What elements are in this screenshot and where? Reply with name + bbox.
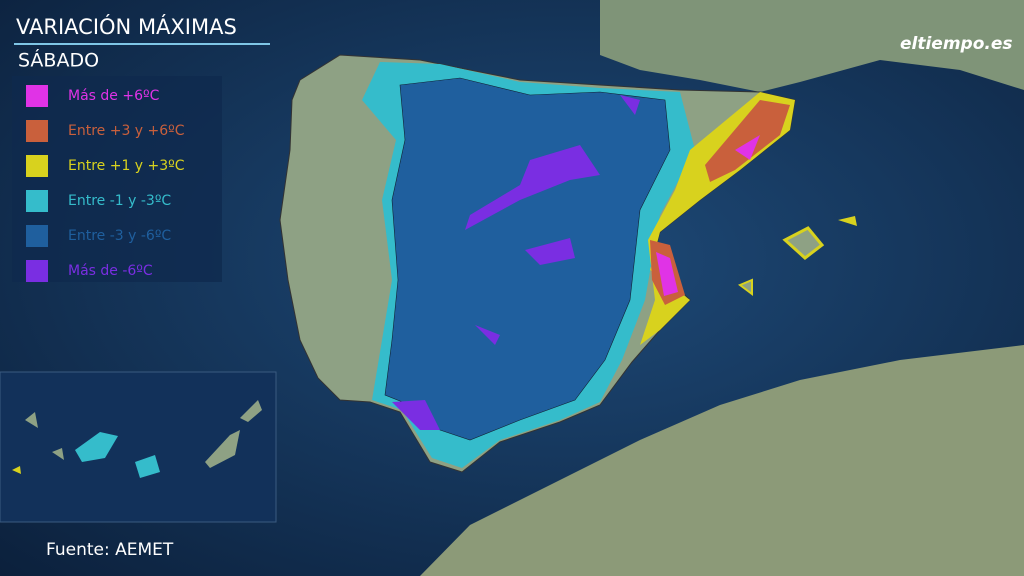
island	[782, 226, 825, 260]
legend-label: Entre -3 y -6ºC	[68, 228, 171, 244]
area-purple	[392, 400, 440, 430]
area-magenta	[735, 135, 760, 160]
legend-swatch	[26, 260, 48, 282]
island	[838, 216, 857, 226]
area-purple	[465, 145, 600, 230]
island	[738, 278, 753, 296]
area-blue	[384, 77, 671, 441]
title: VARIACIÓN MÁXIMAS	[16, 14, 237, 39]
legend-label: Entre +3 y +6ºC	[68, 123, 185, 139]
area-purple	[475, 325, 500, 345]
island	[240, 400, 262, 422]
island	[12, 466, 21, 474]
legend-swatch	[26, 155, 48, 177]
area-purple	[525, 238, 575, 265]
land	[600, 0, 1024, 92]
island	[25, 412, 38, 428]
legend-label: Entre +1 y +3ºC	[68, 158, 185, 174]
subtitle: SÁBADO	[18, 49, 99, 72]
legend: Más de +6ºC Entre +3 y +6ºC Entre +1 y +3º…	[26, 85, 185, 282]
island	[135, 455, 160, 478]
canary-inset	[0, 371, 277, 523]
area-yellow	[640, 92, 795, 345]
legend-box	[12, 76, 222, 282]
area-magenta	[656, 252, 678, 296]
source: Fuente: AEMET	[46, 540, 174, 560]
legend-swatch	[26, 85, 48, 107]
legend-swatch	[26, 225, 48, 247]
legend-label: Entre -1 y -3ºC	[68, 193, 171, 209]
legend-swatch	[26, 190, 48, 212]
legend-label: Más de +6ºC	[68, 88, 160, 104]
area-purple	[620, 95, 640, 115]
legend-swatch	[26, 120, 48, 142]
land	[420, 345, 1024, 576]
legend-label: Más de -6ºC	[68, 263, 153, 279]
island	[205, 430, 240, 468]
logo: eltiempo.es	[900, 34, 1013, 54]
island	[75, 432, 118, 462]
area-orange	[705, 100, 790, 182]
island	[52, 448, 64, 460]
